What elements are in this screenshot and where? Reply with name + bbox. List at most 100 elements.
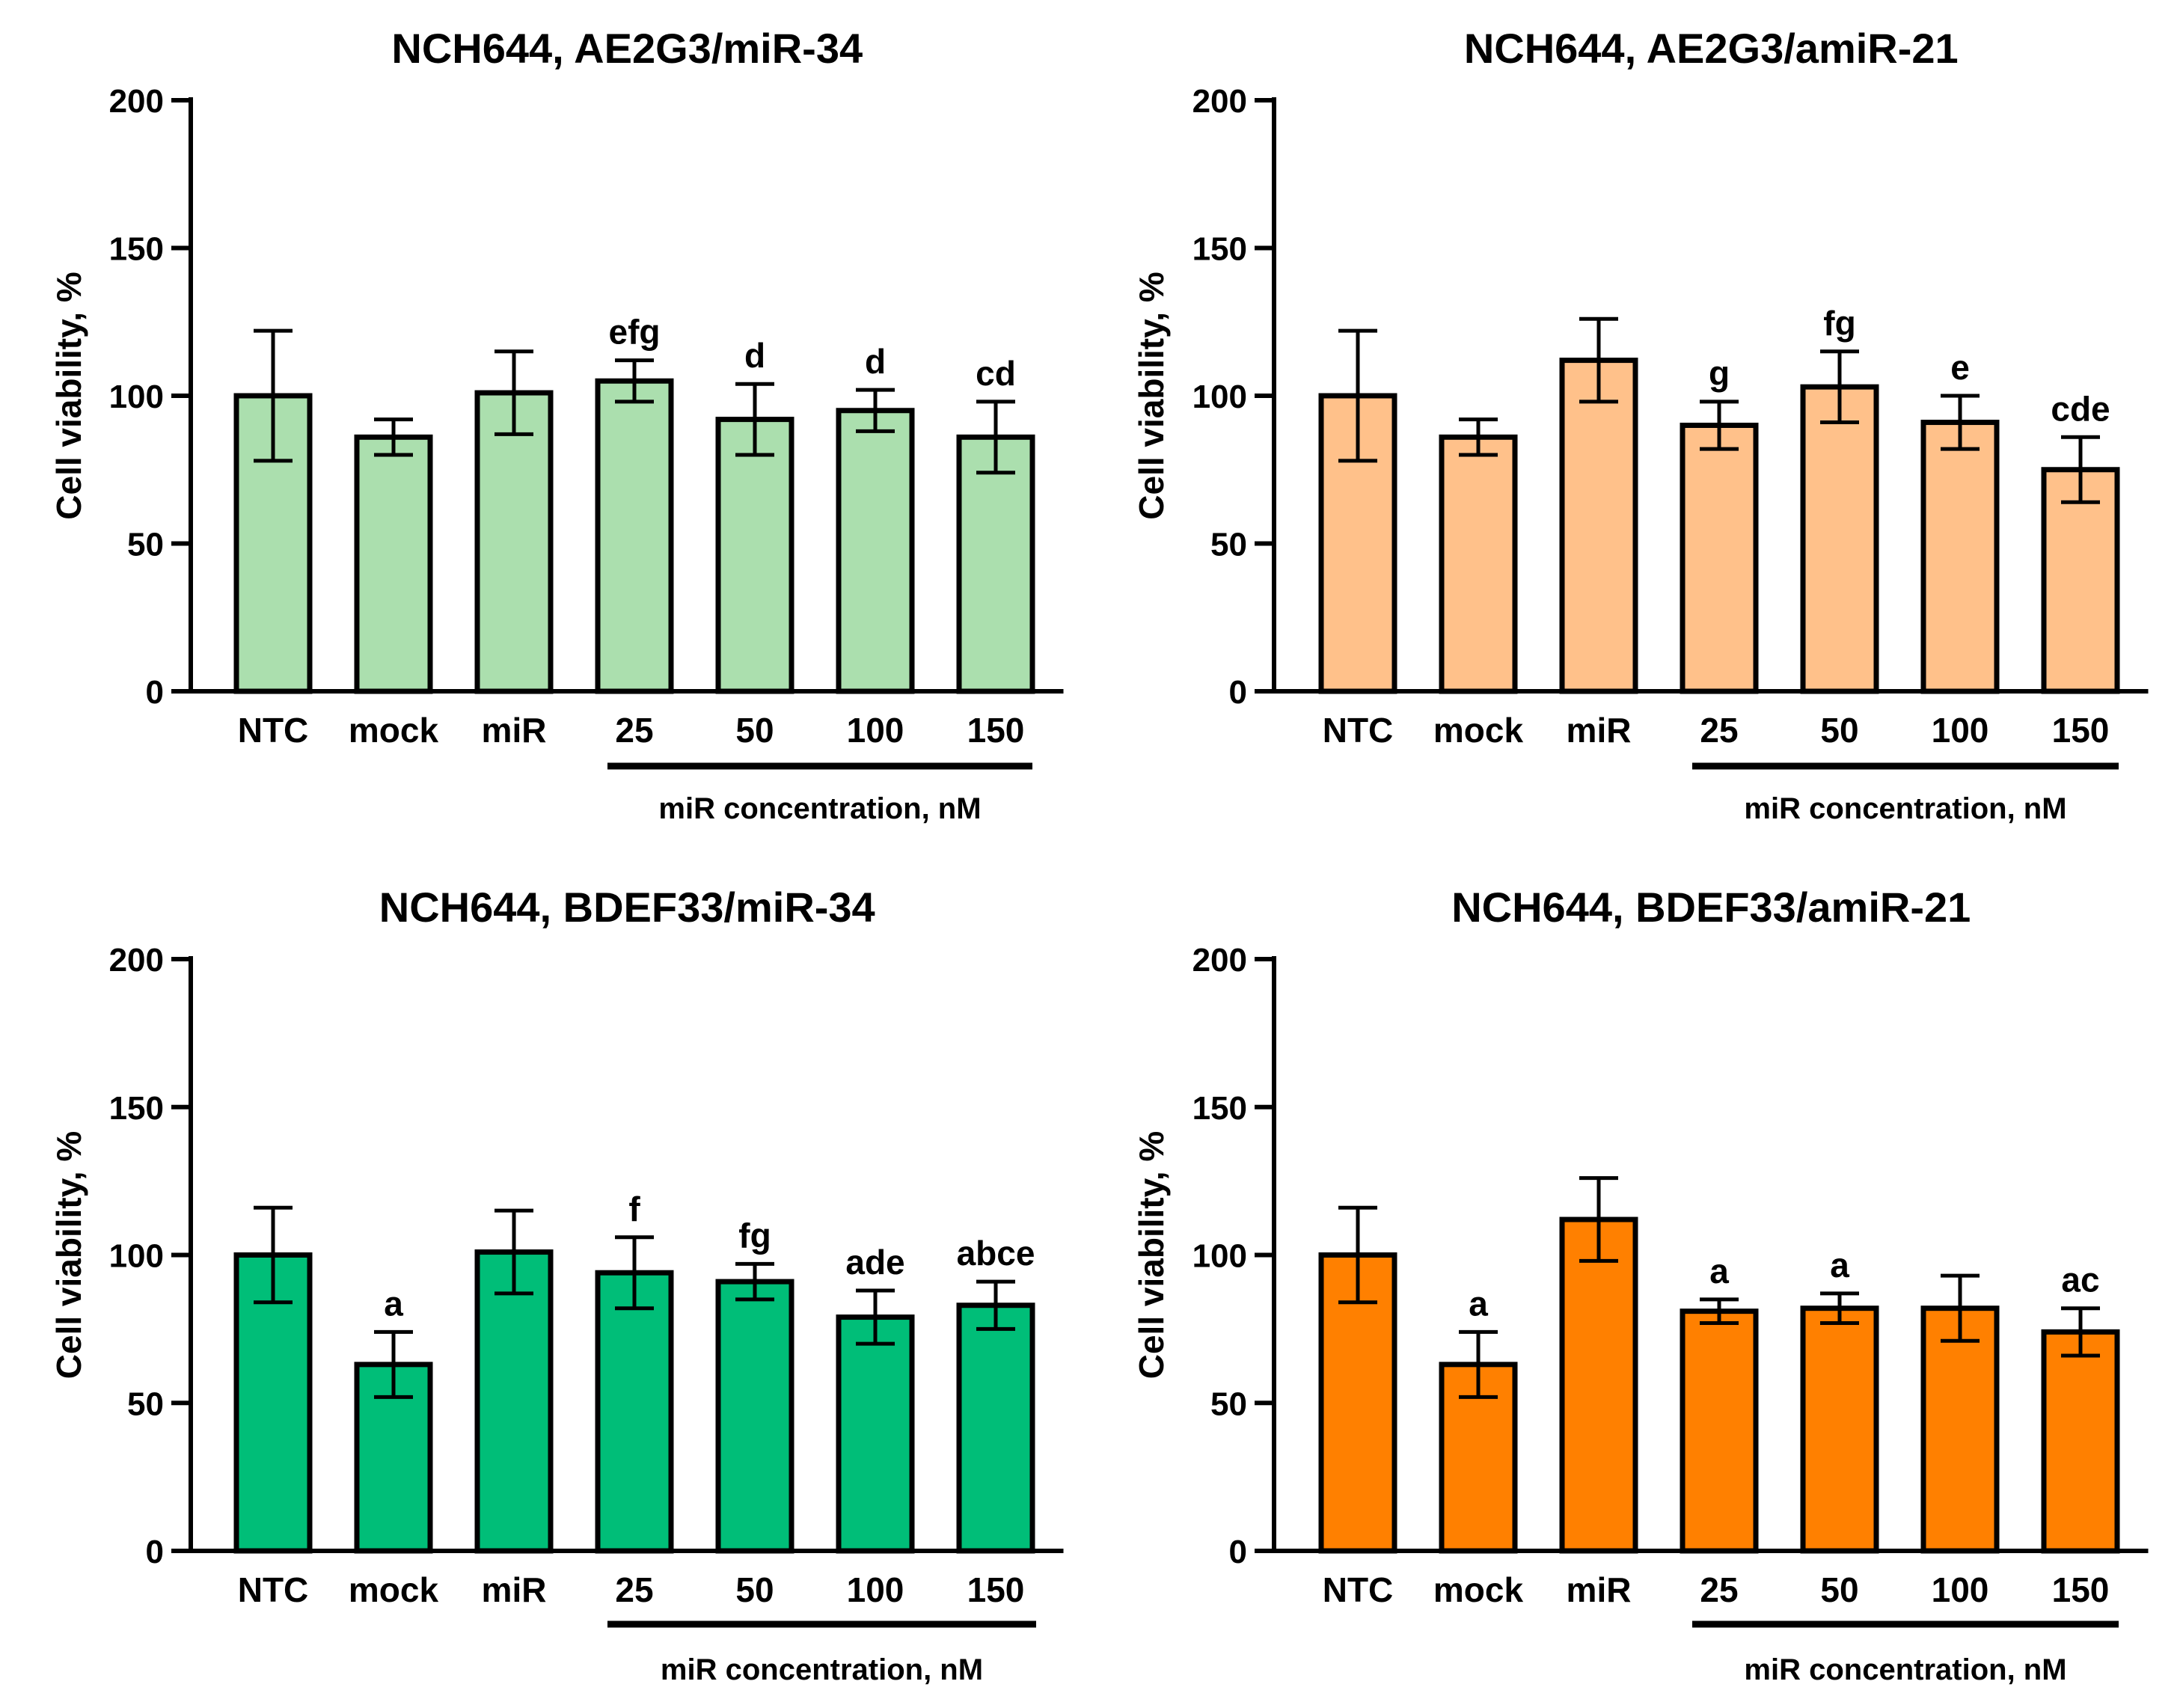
- x-tick-label: 50: [735, 1570, 774, 1609]
- bar: [1800, 1306, 1879, 1554]
- y-tick-label: 0: [146, 674, 164, 711]
- bar: [595, 378, 674, 694]
- chart-panel-1: NCH644, AE2G3/miR-34 Cell viability, % 0 50…: [49, 25, 1064, 825]
- x-tick-label: NTC: [238, 711, 309, 750]
- x-tick-label: 150: [967, 711, 1025, 750]
- significance-label: e: [1950, 348, 1970, 387]
- x-tick-label: 50: [735, 711, 774, 750]
- y-tick-label: 200: [1192, 942, 1247, 979]
- chart-title: NCH644, BDEF33/miR-34: [379, 884, 875, 931]
- bar: [2041, 467, 2120, 694]
- significance-label: efg: [609, 313, 661, 352]
- bar: [1559, 1216, 1638, 1554]
- significance-label: a: [1830, 1246, 1849, 1285]
- x-tick-label: 50: [1820, 711, 1858, 750]
- chart-panel-3: NCH644, BDEF33/miR-34 Cell viability, % 0 5…: [49, 884, 1064, 1686]
- y-tick-label: 200: [109, 83, 164, 120]
- x-tick-label: 100: [847, 711, 904, 750]
- x-tick-label: 150: [2052, 1570, 2110, 1609]
- x-tick-label: NTC: [1323, 1570, 1394, 1609]
- x-tick-label: NTC: [238, 1570, 309, 1609]
- x-tick-label: 50: [1820, 1570, 1858, 1609]
- bar: [1800, 384, 1879, 694]
- bar: [595, 1270, 674, 1554]
- x-tick-label: mock: [1433, 1570, 1524, 1609]
- y-tick-label: 50: [1210, 527, 1247, 563]
- significance-label: abce: [957, 1234, 1035, 1273]
- significance-label: a: [1469, 1284, 1488, 1323]
- significance-label: cd: [976, 354, 1016, 393]
- y-tick-label: 200: [109, 942, 164, 979]
- x-tick-label: 25: [615, 1570, 653, 1609]
- y-axis-label: Cell viability, %: [1132, 272, 1171, 519]
- x-tick-label: 100: [847, 1570, 904, 1609]
- bar: [1680, 423, 1759, 694]
- y-axis-label: Cell viability, %: [1132, 1131, 1171, 1379]
- group-label: miR concentration, nM: [1744, 792, 2066, 825]
- y-tick-label: 100: [1192, 1238, 1247, 1275]
- y-tick-label: 50: [127, 527, 164, 563]
- chart-title: NCH644, AE2G3/miR-34: [391, 25, 863, 72]
- bar: [715, 1279, 794, 1554]
- group-label: miR concentration, nM: [1744, 1653, 2066, 1686]
- x-tick-label: miR: [482, 1570, 547, 1609]
- y-tick-label: 0: [146, 1534, 164, 1570]
- y-tick-label: 100: [1192, 379, 1247, 415]
- x-tick-label: mock: [349, 711, 439, 750]
- bar: [1920, 420, 2000, 694]
- chart-title: NCH644, BDEF33/amiR-21: [1451, 884, 1971, 931]
- x-tick-label: 25: [615, 711, 653, 750]
- y-tick-label: 100: [109, 379, 164, 415]
- y-tick-label: 150: [1192, 231, 1247, 268]
- x-tick-label: 100: [1932, 1570, 1989, 1609]
- significance-label: d: [744, 336, 765, 375]
- bar: [474, 1249, 554, 1554]
- bar: [1559, 358, 1638, 694]
- y-tick-label: 200: [1192, 83, 1247, 120]
- significance-label: f: [628, 1190, 640, 1228]
- significance-label: ade: [845, 1243, 904, 1282]
- significance-label: ac: [2061, 1261, 2099, 1300]
- chart-title: NCH644, AE2G3/amiR-21: [1464, 25, 1959, 72]
- x-tick-label: 150: [2052, 711, 2110, 750]
- bar: [836, 408, 915, 694]
- group-label: miR concentration, nM: [658, 792, 981, 825]
- x-tick-label: miR: [482, 711, 547, 750]
- significance-label: d: [865, 342, 886, 381]
- significance-label: a: [384, 1284, 403, 1323]
- y-tick-label: 0: [1229, 1534, 1247, 1570]
- x-tick-label: miR: [1567, 711, 1632, 750]
- bar: [836, 1314, 915, 1554]
- x-tick-label: NTC: [1323, 711, 1394, 750]
- y-tick-label: 0: [1229, 674, 1247, 711]
- bar: [1680, 1308, 1759, 1554]
- x-tick-label: mock: [349, 1570, 439, 1609]
- x-tick-label: mock: [1433, 711, 1524, 750]
- significance-label: fg: [738, 1216, 771, 1255]
- chart-panel-4: NCH644, BDEF33/amiR-21 Cell viability, % 0…: [1132, 884, 2149, 1686]
- x-tick-label: 25: [1700, 711, 1738, 750]
- bar: [956, 434, 1035, 694]
- y-tick-label: 150: [109, 1090, 164, 1127]
- x-tick-label: 25: [1700, 1570, 1738, 1609]
- bar: [2041, 1329, 2120, 1554]
- bar: [1439, 434, 1518, 694]
- chart-panel-2: NCH644, AE2G3/amiR-21 Cell viability, % 0 5…: [1132, 25, 2149, 825]
- bar: [354, 434, 433, 694]
- y-tick-label: 150: [109, 231, 164, 268]
- y-tick-label: 100: [109, 1238, 164, 1275]
- y-tick-label: 50: [1210, 1386, 1247, 1422]
- y-tick-label: 150: [1192, 1090, 1247, 1127]
- group-label: miR concentration, nM: [661, 1653, 983, 1686]
- bar: [233, 1252, 313, 1554]
- bar: [474, 390, 554, 694]
- y-axis-label: Cell viability, %: [49, 1131, 88, 1379]
- x-tick-label: 150: [967, 1570, 1025, 1609]
- significance-label: g: [1709, 354, 1730, 393]
- y-axis-label: Cell viability, %: [49, 272, 88, 519]
- significance-label: fg: [1823, 304, 1855, 343]
- x-tick-label: 100: [1932, 711, 1989, 750]
- bar: [1318, 393, 1397, 694]
- bar: [715, 417, 794, 694]
